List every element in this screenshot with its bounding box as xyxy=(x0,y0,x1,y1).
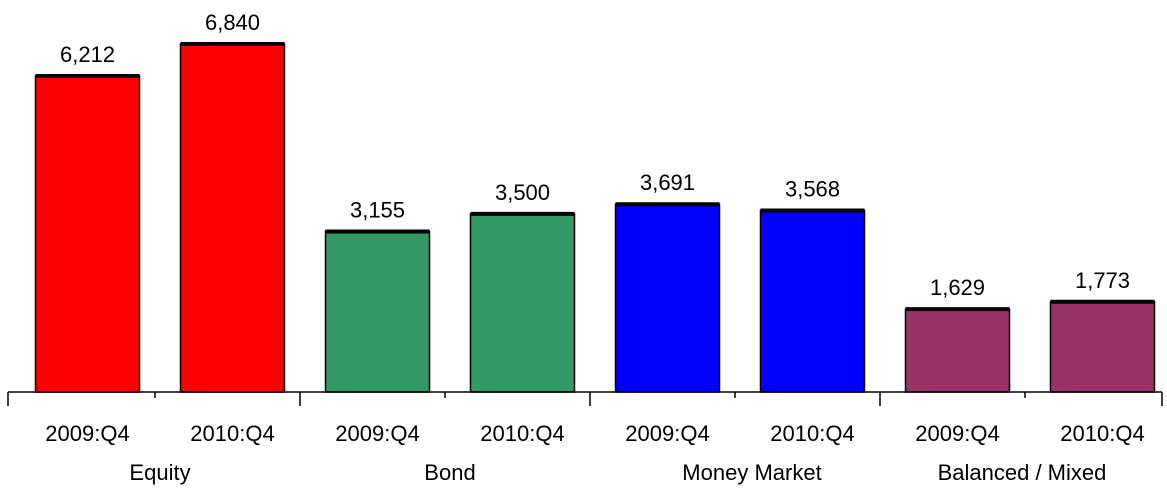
x-group-label: Money Market xyxy=(682,460,821,485)
x-tick-label: 2009:Q4 xyxy=(625,421,709,446)
x-group-label: Balanced / Mixed xyxy=(938,460,1107,485)
data-label: 3,568 xyxy=(785,176,840,201)
x-tick-label: 2010:Q4 xyxy=(190,421,274,446)
data-label: 3,691 xyxy=(640,170,695,195)
bar-balanced-mixed-2009-q4 xyxy=(904,308,1011,393)
data-label: 6,840 xyxy=(205,10,260,35)
bar-bond-2009-q4 xyxy=(324,230,431,393)
x-tick-label: 2009:Q4 xyxy=(335,421,419,446)
data-label: 3,500 xyxy=(495,180,550,205)
labels-layer: 6,2122009:Q46,8402010:Q4Equity3,1552009:… xyxy=(45,10,1144,485)
x-tick-label: 2009:Q4 xyxy=(45,421,129,446)
bars-layer xyxy=(34,42,1156,393)
x-group-label: Bond xyxy=(424,460,475,485)
bar-money-market-2010-q4 xyxy=(759,209,866,393)
data-label: 3,155 xyxy=(350,197,405,222)
x-tick-label: 2010:Q4 xyxy=(770,421,854,446)
bar-bond-2010-q4 xyxy=(469,213,576,393)
bar-equity-2009-q4 xyxy=(34,75,141,393)
x-axis xyxy=(7,391,1163,406)
data-label: 1,629 xyxy=(930,275,985,300)
bar-balanced-mixed-2010-q4 xyxy=(1049,301,1156,393)
x-tick-label: 2009:Q4 xyxy=(915,421,999,446)
data-label: 1,773 xyxy=(1075,268,1130,293)
x-tick-label: 2010:Q4 xyxy=(480,421,564,446)
bar-money-market-2009-q4 xyxy=(614,203,721,393)
data-label: 6,212 xyxy=(60,42,115,67)
x-group-label: Equity xyxy=(129,460,190,485)
bar-equity-2010-q4 xyxy=(179,43,286,393)
x-tick-label: 2010:Q4 xyxy=(1060,421,1144,446)
